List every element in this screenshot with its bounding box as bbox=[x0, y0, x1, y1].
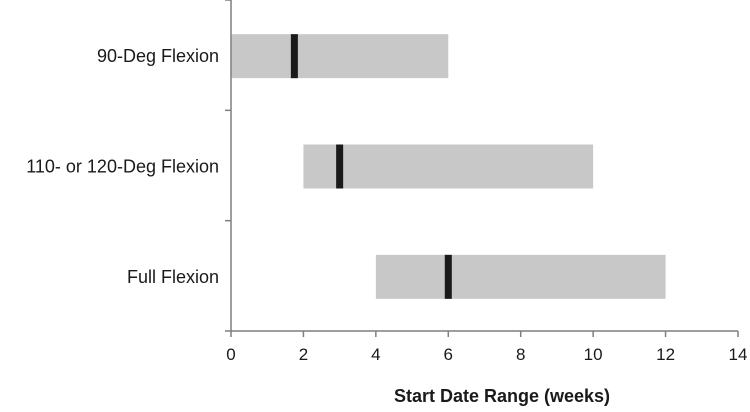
range-bar-2 bbox=[303, 144, 594, 189]
x-axis-ticks bbox=[230, 331, 739, 337]
category-label-1: 90-Deg Flexion bbox=[97, 46, 219, 66]
median-marker-2 bbox=[336, 144, 344, 189]
x-tick-label-6: 6 bbox=[444, 345, 453, 364]
median-marker-3 bbox=[444, 254, 452, 299]
x-tick-labels: 0 2 4 6 8 10 12 14 bbox=[226, 345, 747, 364]
range-bars bbox=[231, 34, 666, 299]
x-tick-label-4: 4 bbox=[371, 345, 380, 364]
category-labels: 90-Deg Flexion 110- or 120-Deg Flexion Ful… bbox=[26, 46, 219, 287]
category-label-3: Full Flexion bbox=[127, 267, 219, 287]
range-bar-1 bbox=[231, 34, 449, 79]
range-bar-3 bbox=[375, 254, 666, 299]
y-axis-ticks bbox=[225, 0, 231, 332]
median-marker-1 bbox=[290, 34, 298, 79]
x-tick-label-8: 8 bbox=[516, 345, 525, 364]
x-axis-title: Start Date Range (weeks) bbox=[394, 386, 610, 406]
x-tick-label-14: 14 bbox=[729, 345, 748, 364]
median-markers bbox=[290, 34, 452, 299]
x-tick-label-0: 0 bbox=[226, 345, 235, 364]
x-tick-label-12: 12 bbox=[656, 345, 675, 364]
category-label-2: 110- or 120-Deg Flexion bbox=[26, 157, 219, 177]
x-tick-label-2: 2 bbox=[299, 345, 308, 364]
x-tick-label-10: 10 bbox=[584, 345, 603, 364]
